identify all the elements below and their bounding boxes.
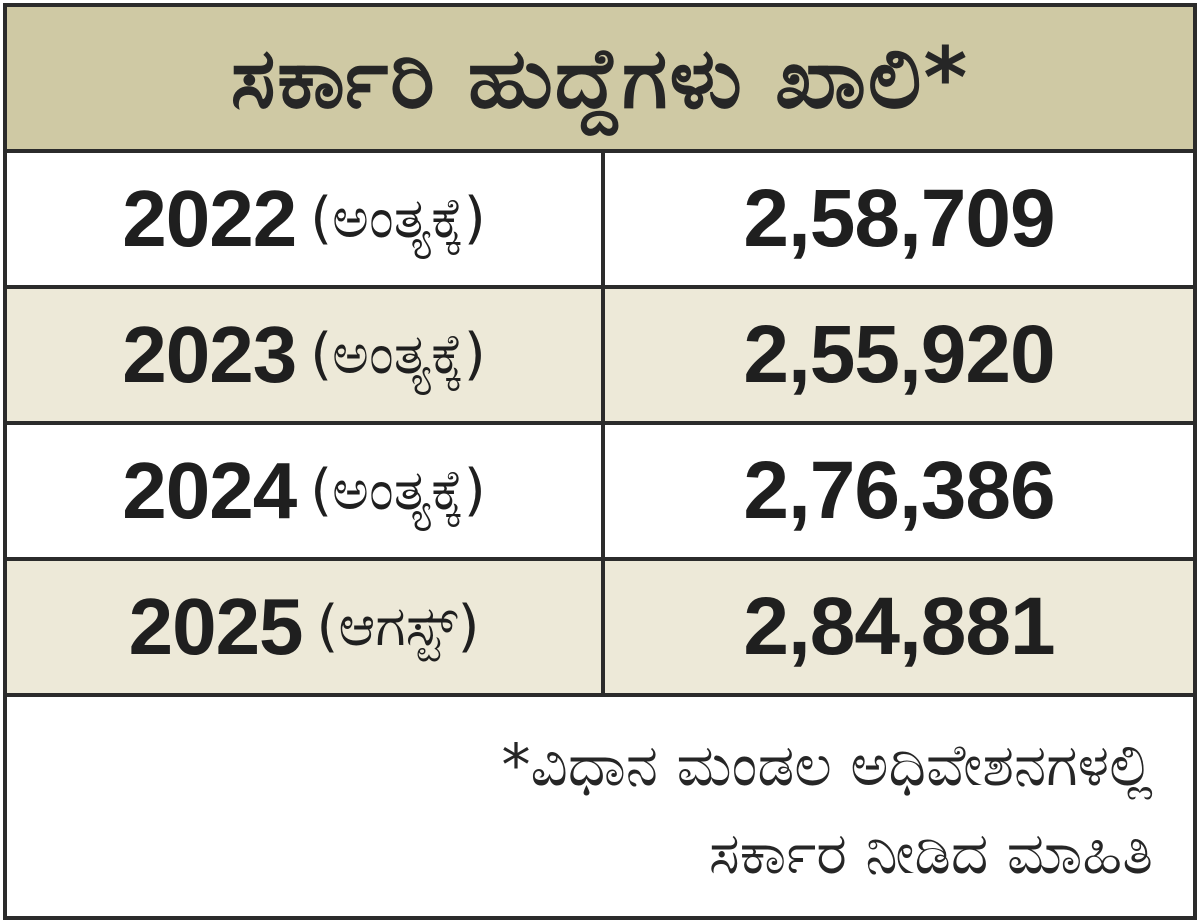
row-qualifier: (ಅಂತ್ಯಕ್ಕೆ) [310, 322, 486, 387]
table-row: 2023 (ಅಂತ್ಯಕ್ಕೆ) 2,55,920 [7, 289, 1193, 425]
row-label-cell: 2025 (ಆಗಸ್ಟ್) [7, 561, 605, 693]
row-year: 2023 [122, 310, 297, 399]
row-value: 2,58,709 [743, 173, 1055, 264]
table-title: ಸರ್ಕಾರಿ ಹುದ್ದೆಗಳು ಖಾಲಿ* [230, 28, 970, 127]
table-body: 2022 (ಅಂತ್ಯಕ್ಕೆ) 2,58,709 2023 (ಅಂತ್ಯಕ್ಕ… [7, 153, 1193, 697]
table-row: 2022 (ಅಂತ್ಯಕ್ಕೆ) 2,58,709 [7, 153, 1193, 289]
row-qualifier: (ಆಗಸ್ಟ್) [316, 594, 480, 659]
vacancy-table: ಸರ್ಕಾರಿ ಹುದ್ದೆಗಳು ಖಾಲಿ* 2022 (ಅಂತ್ಯಕ್ಕೆ)… [3, 3, 1197, 920]
row-qualifier: (ಅಂತ್ಯಕ್ಕೆ) [310, 186, 486, 251]
title-bar: ಸರ್ಕಾರಿ ಹುದ್ದೆಗಳು ಖಾಲಿ* [7, 7, 1193, 153]
row-value-cell: 2,76,386 [605, 425, 1193, 557]
row-label-cell: 2022 (ಅಂತ್ಯಕ್ಕೆ) [7, 153, 605, 285]
footnote: *ವಿಧಾನ ಮಂಡಲ ಅಧಿವೇಶನಗಳಲ್ಲಿ ಸರ್ಕಾರ ನೀಡಿದ ಮ… [7, 697, 1193, 920]
row-year: 2025 [128, 582, 304, 671]
row-label-cell: 2023 (ಅಂತ್ಯಕ್ಕೆ) [7, 289, 605, 421]
row-value: 2,76,386 [743, 445, 1055, 536]
row-year: 2024 [122, 446, 297, 535]
row-value-cell: 2,55,920 [605, 289, 1193, 421]
row-qualifier: (ಅಂತ್ಯಕ್ಕೆ) [310, 458, 486, 523]
row-year: 2022 [122, 174, 297, 263]
row-label-cell: 2024 (ಅಂತ್ಯಕ್ಕೆ) [7, 425, 605, 557]
row-value-cell: 2,58,709 [605, 153, 1193, 285]
footnote-line: *ವಿಧಾನ ಮಂಡಲ ಅಧಿವೇಶನಗಳಲ್ಲಿ [501, 730, 1153, 799]
footnote-line: ಸರ್ಕಾರ ನೀಡಿದ ಮಾಹಿತಿ [708, 818, 1153, 887]
table-row: 2024 (ಅಂತ್ಯಕ್ಕೆ) 2,76,386 [7, 425, 1193, 561]
row-value-cell: 2,84,881 [605, 561, 1193, 693]
table-row: 2025 (ಆಗಸ್ಟ್) 2,84,881 [7, 561, 1193, 697]
row-value: 2,55,920 [743, 309, 1055, 400]
row-value: 2,84,881 [743, 581, 1055, 672]
